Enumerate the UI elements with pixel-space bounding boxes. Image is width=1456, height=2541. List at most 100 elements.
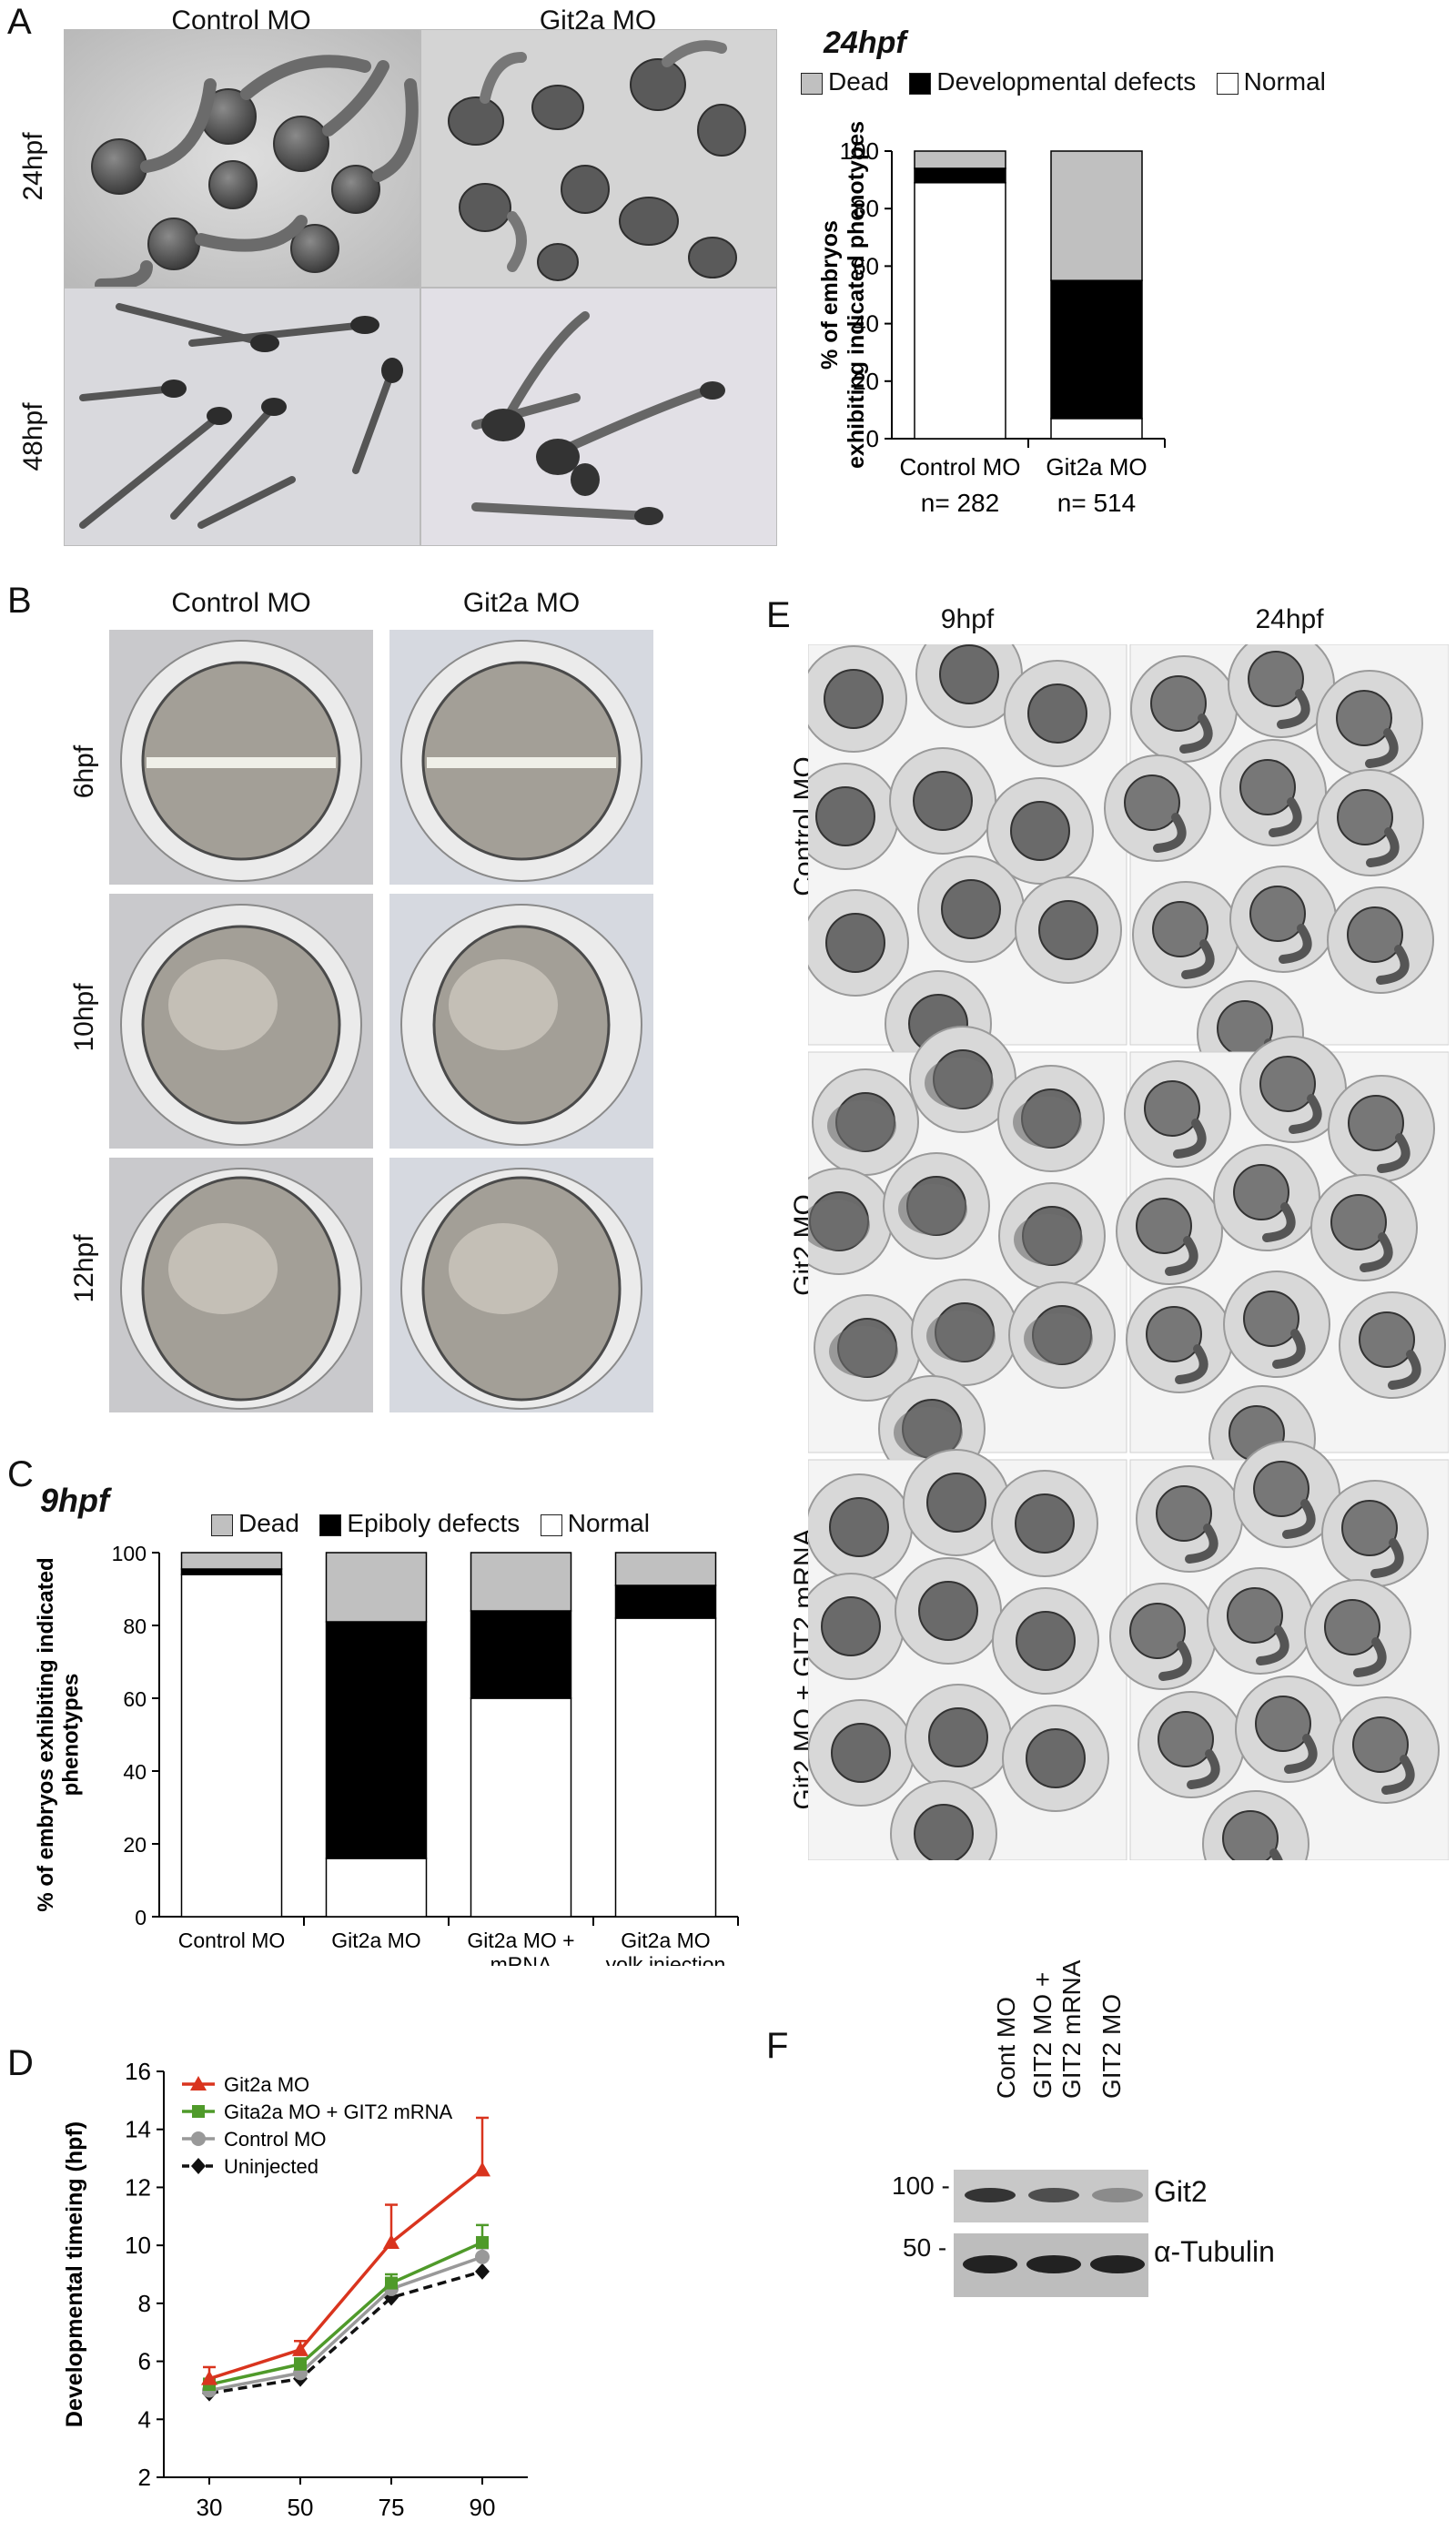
embryo-head bbox=[1249, 886, 1306, 942]
embryo bbox=[829, 1497, 889, 1557]
embryo bbox=[939, 644, 999, 704]
panel-b-micrograph-grid bbox=[109, 630, 653, 1412]
legend-swatch-defects bbox=[909, 72, 932, 95]
embryo-tail bbox=[1175, 1344, 1208, 1384]
embryo-head bbox=[1136, 1198, 1192, 1254]
y-tick-label: 60 bbox=[853, 252, 879, 279]
yolk-highlight bbox=[168, 1223, 278, 1314]
embryo-head bbox=[1124, 774, 1180, 831]
yolk-highlight bbox=[168, 959, 278, 1050]
embryo-head bbox=[1248, 651, 1304, 707]
embryo bbox=[1010, 801, 1070, 861]
micrograph-b-r0-c1 bbox=[389, 630, 653, 885]
western-band-label-git2: Git2 bbox=[1154, 2175, 1208, 2208]
legend-item-dead: Dead bbox=[801, 67, 889, 96]
bar-segment-dead bbox=[180, 1552, 283, 1570]
embryo-tail bbox=[1381, 1755, 1415, 1795]
embryo-head bbox=[1330, 1194, 1387, 1250]
bar-segment-dead bbox=[1050, 150, 1143, 281]
embryo-tail bbox=[1185, 1524, 1218, 1564]
micrograph-e-r1-c0 bbox=[808, 1026, 1127, 1483]
y-axis-label-line1: % of embryos exhibiting indicated bbox=[34, 1557, 58, 1911]
embryo-head bbox=[1129, 1603, 1186, 1659]
band-tubulin bbox=[963, 2255, 1017, 2273]
embryo-tail bbox=[1262, 1202, 1296, 1242]
legend-swatch-normal bbox=[540, 1513, 562, 1536]
western-band-label-tubulin: α-Tubulin bbox=[1154, 2235, 1275, 2268]
embryo-head bbox=[1348, 1095, 1404, 1151]
embryo-defect bbox=[1013, 1097, 1082, 1148]
bar-segment-normal bbox=[614, 1617, 717, 1918]
legend-marker bbox=[192, 2105, 205, 2118]
y-tick-label: 8 bbox=[138, 2290, 151, 2317]
embryo-tail bbox=[1158, 1641, 1192, 1681]
panel-a-row-header-48hpf: 48hpf bbox=[18, 402, 48, 471]
y-tick-label: 4 bbox=[138, 2405, 151, 2433]
legend-label-epiboly-defects: Epiboly defects bbox=[347, 1509, 521, 1537]
data-point bbox=[292, 2341, 308, 2356]
panel-a-chart-title: 24hpf bbox=[824, 25, 906, 60]
legend-label-defects: Developmental defects bbox=[936, 67, 1197, 96]
panel-b-col-header-control: Control MO bbox=[171, 588, 311, 618]
embryo-head bbox=[1255, 1696, 1311, 1752]
x-tick-label: 90 bbox=[470, 2494, 496, 2521]
embryo-defect bbox=[898, 1184, 967, 1235]
micrograph-b-r1-c0 bbox=[109, 894, 373, 1149]
y-tick-label: 14 bbox=[125, 2116, 151, 2143]
embryo-head bbox=[1233, 1164, 1289, 1220]
embryo-head bbox=[1152, 901, 1208, 957]
yolk-highlight bbox=[449, 959, 558, 1050]
embryo-head bbox=[1352, 1716, 1409, 1773]
embryo-head bbox=[1347, 906, 1403, 963]
bar-segment-epiboly-defects bbox=[180, 1568, 283, 1575]
y-tick-label: 0 bbox=[135, 1906, 147, 1929]
legend-item-normal: Normal bbox=[1216, 67, 1326, 96]
data-point bbox=[294, 2357, 307, 2371]
micrograph-e-r0-c1 bbox=[1104, 644, 1449, 1088]
x-tick-label: 75 bbox=[379, 2494, 405, 2521]
embryo-tail bbox=[1181, 939, 1215, 979]
y-tick-label: 6 bbox=[138, 2348, 151, 2375]
x-category-label: Git2a MO + bbox=[467, 1929, 574, 1952]
y-tick-label: 0 bbox=[866, 425, 879, 452]
bar-segment-developmental-defects bbox=[1050, 279, 1143, 420]
y-tick-label: 12 bbox=[125, 2173, 151, 2201]
embryo bbox=[821, 1596, 881, 1656]
embryo bbox=[914, 1804, 974, 1860]
y-tick-label: 20 bbox=[123, 1833, 147, 1857]
legend-swatch-dead bbox=[801, 72, 823, 95]
embryo bbox=[913, 771, 973, 831]
y-axis-label-line1: % of embryos bbox=[817, 220, 843, 370]
micrograph-b-r0-c0 bbox=[109, 630, 373, 885]
embryo-defect bbox=[827, 1100, 896, 1151]
panel-label-a: A bbox=[7, 2, 32, 42]
embryo-tail bbox=[1365, 728, 1399, 768]
x-category-label: Control MO bbox=[900, 453, 1021, 481]
embryo bbox=[824, 669, 884, 729]
band-tubulin bbox=[1090, 2255, 1145, 2273]
embryo-head bbox=[1253, 1461, 1309, 1517]
band-git2 bbox=[1028, 2188, 1079, 2202]
embryo-defect bbox=[1014, 1214, 1083, 1265]
panel-a-row-header-24hpf: 24hpf bbox=[18, 132, 48, 201]
embryo-tail bbox=[1277, 689, 1310, 729]
embryo-defect bbox=[894, 1407, 963, 1458]
micrograph-e-r2-c0 bbox=[808, 1449, 1127, 1860]
blastoderm-margin bbox=[147, 757, 336, 768]
n-count-label: n= 282 bbox=[921, 489, 999, 517]
legend-item-normal: Normal bbox=[540, 1509, 650, 1538]
y-tick-label: 40 bbox=[853, 310, 879, 338]
panel-d-line-chart: 2 4 6 8 10 12 14 16 30 50 75 90 Percent epiboly Devel… bbox=[62, 2058, 528, 2539]
bar-segment-normal bbox=[914, 182, 1006, 440]
embryo-tail bbox=[1377, 1133, 1410, 1173]
x-tick-label: 50 bbox=[288, 2494, 314, 2521]
mw-marker-50: 50 - bbox=[903, 2233, 947, 2262]
panel-e-col-header-24hpf: 24hpf bbox=[1255, 604, 1324, 634]
legend-label-dead: Dead bbox=[238, 1509, 299, 1537]
bar-segment-normal bbox=[180, 1574, 283, 1918]
embryo bbox=[941, 879, 1001, 939]
legend-label: Gita2a MO + GIT2 mRNA bbox=[224, 2101, 453, 2123]
embryo bbox=[1015, 1493, 1075, 1554]
embryo bbox=[928, 1707, 988, 1767]
band-tubulin bbox=[1026, 2255, 1081, 2273]
